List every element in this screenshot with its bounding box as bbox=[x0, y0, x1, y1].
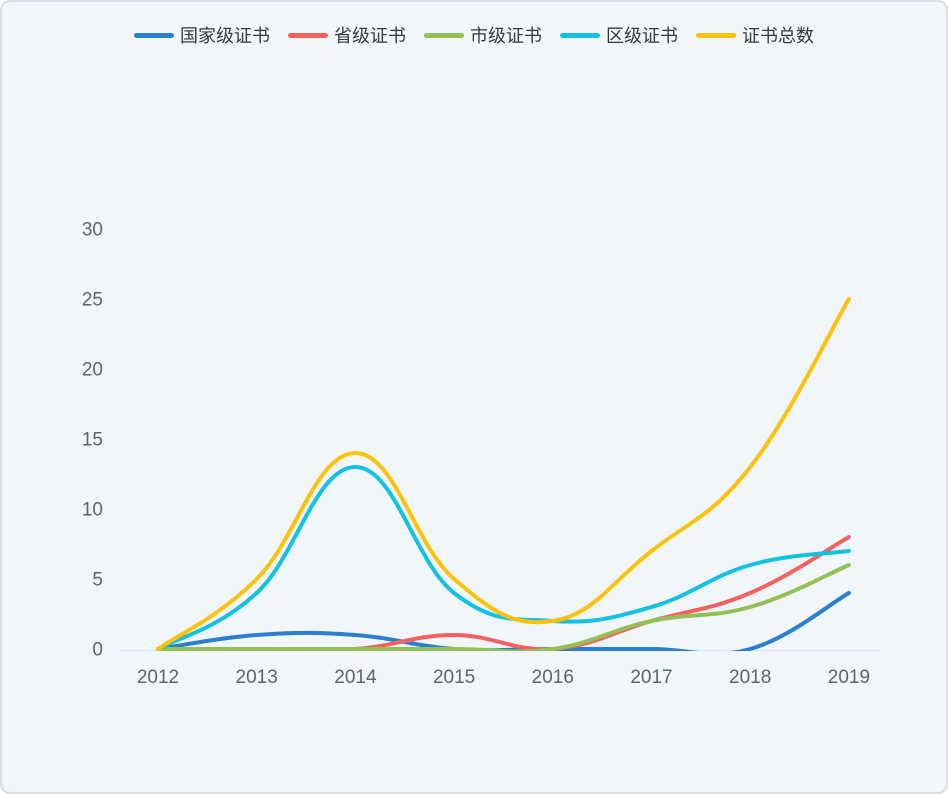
x-axis-tick-label: 2016 bbox=[532, 667, 574, 688]
legend-swatch-icon bbox=[696, 32, 736, 38]
legend-label: 区级证书 bbox=[606, 26, 678, 46]
legend-label: 证书总数 bbox=[742, 26, 814, 46]
y-axis-tick-label: 15 bbox=[82, 430, 103, 451]
legend-label: 省级证书 bbox=[334, 26, 406, 46]
legend-item-series-1[interactable]: 省级证书 bbox=[288, 22, 406, 48]
x-axis-tick-label: 2013 bbox=[236, 667, 278, 688]
y-axis-tick-label: 30 bbox=[82, 220, 103, 241]
x-axis-tick-label: 2014 bbox=[334, 667, 377, 688]
x-axis-tick-label: 2019 bbox=[828, 667, 870, 688]
y-axis-tick-label: 0 bbox=[92, 640, 103, 661]
legend-label: 国家级证书 bbox=[180, 26, 270, 46]
legend-item-series-0[interactable]: 国家级证书 bbox=[134, 22, 270, 48]
x-axis-tick-label: 2015 bbox=[433, 667, 475, 688]
y-axis-tick-label: 10 bbox=[82, 500, 103, 521]
series-line-2 bbox=[156, 563, 851, 651]
x-axis-tick-label: 2017 bbox=[630, 667, 672, 688]
x-axis-tick-label: 2012 bbox=[137, 667, 179, 688]
x-axis-tick-label: 2018 bbox=[729, 667, 771, 688]
series-line-3 bbox=[156, 465, 851, 651]
legend-item-series-3[interactable]: 区级证书 bbox=[560, 22, 678, 48]
chart-legend: 国家级证书 省级证书 市级证书 区级证书 证书总数 bbox=[2, 22, 946, 48]
y-axis-tick-label: 5 bbox=[92, 570, 103, 591]
legend-swatch-icon bbox=[134, 32, 174, 38]
legend-swatch-icon bbox=[288, 32, 328, 38]
y-axis-tick-label: 20 bbox=[82, 360, 103, 381]
legend-item-series-4[interactable]: 证书总数 bbox=[696, 22, 814, 48]
series-line-4 bbox=[156, 297, 851, 651]
y-axis-tick-label: 25 bbox=[82, 290, 103, 311]
legend-swatch-icon bbox=[560, 32, 600, 38]
legend-swatch-icon bbox=[424, 32, 464, 38]
legend-label: 市级证书 bbox=[470, 26, 542, 46]
legend-item-series-2[interactable]: 市级证书 bbox=[424, 22, 542, 48]
